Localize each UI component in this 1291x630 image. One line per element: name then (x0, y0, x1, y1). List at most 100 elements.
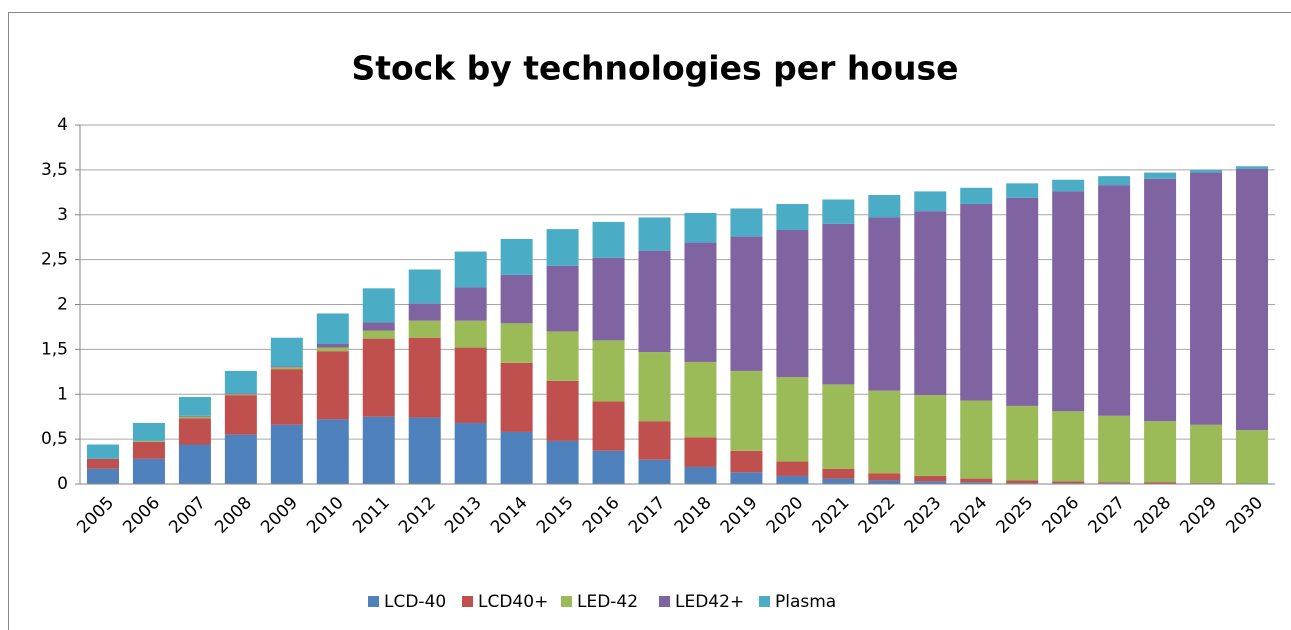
bar-segment (224, 395, 257, 435)
bar-segment (132, 458, 165, 484)
legend-label: Plasma (775, 592, 836, 612)
bar-segment (1052, 411, 1085, 482)
bar-segment (1052, 179, 1085, 192)
bar-segment (730, 450, 763, 473)
bar-segment (960, 187, 993, 204)
bar-segment (914, 211, 947, 396)
bar-segment (178, 415, 211, 417)
bar-segment (86, 468, 119, 484)
bar-segment (546, 380, 579, 441)
legend-swatch (561, 596, 572, 607)
bar-segment (546, 331, 579, 381)
bar-segment (960, 400, 993, 479)
bar-segment (592, 340, 625, 402)
bar-segment (408, 320, 441, 338)
bar-segment (454, 422, 487, 484)
bar-segment (822, 199, 855, 224)
bar-segment (592, 221, 625, 258)
bar-segment (224, 434, 257, 484)
bar-segment (270, 337, 303, 367)
bar-segment (638, 352, 671, 422)
bar-segment (730, 236, 763, 371)
bar-segment (960, 203, 993, 401)
bar-segment (500, 238, 533, 275)
bar-segment (408, 337, 441, 418)
bar-segment (316, 351, 349, 420)
bar-segment (592, 257, 625, 341)
bar-segment (178, 416, 211, 419)
bar-segment (776, 377, 809, 462)
y-tick-label: 1,5 (41, 339, 68, 359)
bar-segment (1052, 191, 1085, 412)
bar-segment (868, 480, 901, 484)
bar-segment (316, 347, 349, 352)
bar-segment (776, 230, 809, 378)
bar-segment (178, 418, 211, 445)
bar-segment (1190, 172, 1223, 425)
bar-segment (730, 208, 763, 237)
bar-segment (178, 396, 211, 416)
legend-swatch (462, 596, 473, 607)
bar-segment (822, 478, 855, 484)
bar-segment (86, 444, 119, 459)
bar-segment (638, 217, 671, 251)
bar-segment (86, 458, 119, 469)
y-tick-label: 2,5 (41, 250, 68, 270)
bar-segment (1236, 168, 1269, 431)
bar-segment (1190, 424, 1223, 484)
bar-segment (960, 482, 993, 484)
bar-segment (684, 212, 717, 243)
bar-segment (684, 466, 717, 484)
y-tick-label: 1 (57, 384, 68, 404)
bar-segment (1144, 172, 1177, 179)
bar-segment (868, 217, 901, 391)
bar-segment (1144, 178, 1177, 422)
bar-segment (868, 195, 901, 218)
bar-segment (822, 223, 855, 385)
bar-segment (408, 303, 441, 321)
bar-segment (1144, 421, 1177, 483)
legend-swatch (659, 596, 670, 607)
bar-segment (546, 229, 579, 266)
bar-segment (914, 395, 947, 476)
bar-segment (132, 440, 165, 442)
bar-segment (270, 369, 303, 425)
bar-segment (592, 450, 625, 484)
bar-segment (454, 287, 487, 321)
bar-segment (132, 441, 165, 459)
y-tick-label: 3 (57, 205, 68, 225)
bar-segment (1236, 430, 1269, 484)
bar-segment (546, 265, 579, 332)
legend-swatch (368, 596, 379, 607)
bar-segment (362, 330, 395, 339)
bar-segment (914, 475, 947, 482)
y-tick-label: 0 (57, 474, 68, 494)
y-tick-label: 4 (57, 115, 68, 135)
bar-segment (1098, 176, 1131, 186)
bar-segment (1052, 481, 1085, 484)
chart-title: Stock by technologies per house (351, 49, 958, 88)
legend-label: LED42+ (675, 592, 744, 612)
bar-segment (500, 362, 533, 432)
bar-segment (868, 473, 901, 481)
legend-label: LCD40+ (478, 592, 548, 612)
bar-segment (730, 370, 763, 451)
bar-segment (776, 203, 809, 231)
bar-segment (730, 472, 763, 484)
bar-segment (914, 191, 947, 212)
bar-segment (1098, 415, 1131, 483)
bar-segment (1006, 480, 1039, 484)
bar-segment (500, 323, 533, 363)
bar-segment (224, 394, 257, 396)
bar-segment (362, 416, 395, 484)
bar-segment (914, 481, 947, 484)
bar-segment (1236, 166, 1269, 169)
bar-segment (822, 384, 855, 469)
bar-segment (684, 361, 717, 438)
bar-segment (1006, 405, 1039, 481)
bar-segment (408, 269, 441, 304)
y-tick-label: 3,5 (41, 160, 68, 180)
legend-swatch (759, 596, 770, 607)
bar-segment (316, 419, 349, 484)
bar-segment (454, 347, 487, 423)
